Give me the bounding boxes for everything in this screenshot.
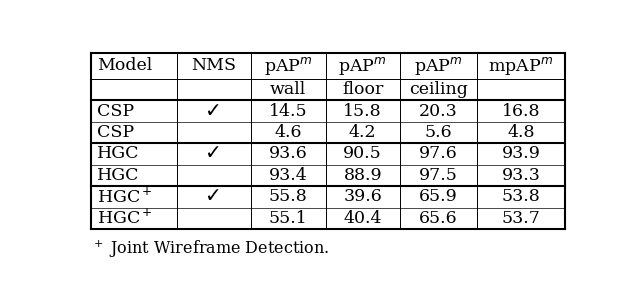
Text: CSP: CSP xyxy=(97,124,134,141)
Text: pAP$^m$: pAP$^m$ xyxy=(414,55,463,77)
Text: 93.9: 93.9 xyxy=(502,145,540,163)
Text: $^+$ Joint Wireframe Detection.: $^+$ Joint Wireframe Detection. xyxy=(91,239,329,260)
Text: 93.3: 93.3 xyxy=(502,167,540,184)
Text: Model: Model xyxy=(97,57,152,74)
Text: 39.6: 39.6 xyxy=(343,188,382,206)
Text: 5.6: 5.6 xyxy=(424,124,452,141)
Text: 55.1: 55.1 xyxy=(269,210,308,227)
Text: pAP$^m$: pAP$^m$ xyxy=(264,55,312,77)
Text: pAP$^m$: pAP$^m$ xyxy=(339,55,387,77)
Text: 55.8: 55.8 xyxy=(269,188,308,206)
Text: 93.4: 93.4 xyxy=(269,167,308,184)
Text: 97.6: 97.6 xyxy=(419,145,458,163)
Text: 97.5: 97.5 xyxy=(419,167,458,184)
Text: HGC$^+$: HGC$^+$ xyxy=(97,209,152,228)
Text: ✓: ✓ xyxy=(205,145,222,163)
Text: floor: floor xyxy=(342,81,383,98)
Text: 4.6: 4.6 xyxy=(275,124,302,141)
Text: 20.3: 20.3 xyxy=(419,102,458,120)
Text: wall: wall xyxy=(270,81,307,98)
Text: NMS: NMS xyxy=(191,57,236,74)
Text: 15.8: 15.8 xyxy=(344,102,382,120)
Text: 93.6: 93.6 xyxy=(269,145,308,163)
Text: HGC$^+$: HGC$^+$ xyxy=(97,187,152,206)
Text: 4.8: 4.8 xyxy=(507,124,534,141)
Text: HGC: HGC xyxy=(97,167,140,184)
Text: 40.4: 40.4 xyxy=(344,210,382,227)
Text: 14.5: 14.5 xyxy=(269,102,308,120)
Text: 90.5: 90.5 xyxy=(343,145,382,163)
Text: 53.7: 53.7 xyxy=(502,210,540,227)
Text: mpAP$^m$: mpAP$^m$ xyxy=(488,55,554,77)
Text: 16.8: 16.8 xyxy=(502,102,540,120)
Text: CSP: CSP xyxy=(97,102,134,120)
Text: 53.8: 53.8 xyxy=(502,188,540,206)
Text: ✓: ✓ xyxy=(205,102,222,120)
Text: 65.6: 65.6 xyxy=(419,210,458,227)
Text: 4.2: 4.2 xyxy=(349,124,376,141)
Text: ceiling: ceiling xyxy=(409,81,468,98)
Text: ✓: ✓ xyxy=(205,188,222,206)
Text: 65.9: 65.9 xyxy=(419,188,458,206)
Text: HGC: HGC xyxy=(97,145,140,163)
Text: 88.9: 88.9 xyxy=(344,167,382,184)
